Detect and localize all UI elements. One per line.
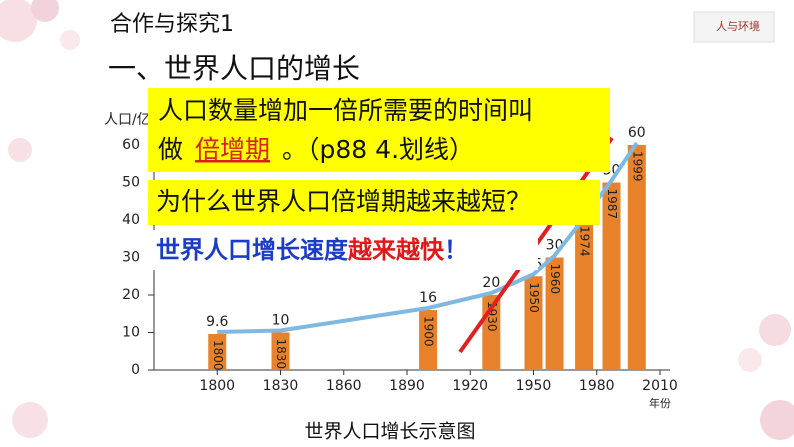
x-tick-label: 1800 <box>199 378 235 394</box>
y-tick-label: 30 <box>122 250 140 266</box>
bar <box>545 257 564 370</box>
slide-title: 一、世界人口的增长 <box>108 52 360 85</box>
bar <box>271 332 290 370</box>
bar-year-label: 1974 <box>578 226 592 257</box>
bar <box>627 145 646 370</box>
answer-box <box>148 230 538 270</box>
definition-box <box>148 88 610 172</box>
bar-year-label: 1960 <box>548 264 562 295</box>
definition-suffix: 。（p88 4.划线） <box>282 135 474 164</box>
bar-year-label: 1900 <box>422 316 436 347</box>
x-tick-label: 1890 <box>389 378 425 394</box>
bar <box>208 334 227 370</box>
y-tick-label: 60 <box>122 137 140 153</box>
y-tick-label: 10 <box>122 325 140 341</box>
answer: 世界人口增长速度越来越快！ <box>156 236 468 264</box>
y-axis-label: 人口/亿 <box>104 112 151 128</box>
x-tick-label: 1860 <box>326 378 362 394</box>
bar <box>524 276 543 370</box>
bar <box>575 220 594 370</box>
bar-year-label: 1950 <box>527 282 541 313</box>
value-label: 9.6 <box>206 314 228 330</box>
y-tick-label: 50 <box>122 175 140 191</box>
chart-caption: 世界人口增长示意图 <box>304 421 475 443</box>
chart: 人口/亿 0 10 20 30 40 50 60 1800 1830 1860 1890 1920 195… <box>104 112 678 410</box>
question-box <box>148 180 600 225</box>
bar <box>602 182 621 370</box>
answer-part: 世界人口增长速度 <box>156 236 349 264</box>
x-tick-label: 1950 <box>516 378 552 394</box>
x-tick-label: 1830 <box>263 378 299 394</box>
value-label: 10 <box>272 313 290 329</box>
y-tick-label: 20 <box>122 287 140 303</box>
definition-line: 做倍增期 。（p88 4.划线） <box>158 135 474 164</box>
definition-prefix: 做 <box>158 135 183 164</box>
definition-line: 人口数量增加一倍所需要的时间叫 <box>158 96 533 125</box>
logo-box <box>693 11 775 43</box>
bar-year-label: 1987 <box>605 189 619 220</box>
value-label: 60 <box>628 125 646 141</box>
term: 倍增期 <box>195 135 270 164</box>
x-tick-label: 1920 <box>452 378 488 394</box>
bar-year-label: 1800 <box>211 340 225 371</box>
value-label: 20 <box>482 275 500 291</box>
x-axis-label: 年份 <box>649 396 671 410</box>
x-tick-label: 1980 <box>579 378 615 394</box>
answer-part: ！ <box>444 236 468 264</box>
question: 为什么世界人口倍增期越来越短？ <box>156 187 531 216</box>
bar-year-label: 1999 <box>630 151 644 182</box>
bar-year-label: 1830 <box>274 339 288 370</box>
bar-year-label: 1930 <box>485 301 499 332</box>
y-tick-label: 0 <box>131 362 140 378</box>
x-tick-label: 2010 <box>642 378 678 394</box>
y-tick-label: 40 <box>122 212 140 228</box>
section-title: 合作与探究1 <box>110 12 234 37</box>
answer-highlight: 越来越快 <box>348 236 445 264</box>
trend-line <box>217 141 639 334</box>
bar <box>419 310 438 370</box>
logo-text: 人与环境 <box>716 19 760 33</box>
value-label: 16 <box>419 290 437 306</box>
